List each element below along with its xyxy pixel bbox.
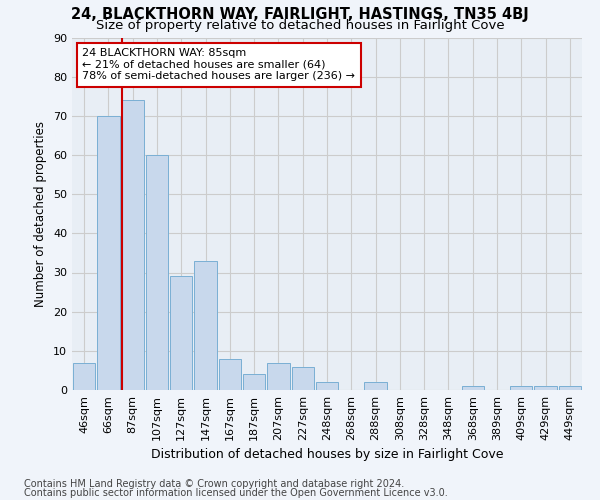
Text: Contains public sector information licensed under the Open Government Licence v3: Contains public sector information licen… (24, 488, 448, 498)
Bar (122, 100, 144, 390)
Text: Contains HM Land Registry data © Crown copyright and database right 2024.: Contains HM Land Registry data © Crown c… (24, 479, 404, 489)
X-axis label: Distribution of detached houses by size in Fairlight Cove: Distribution of detached houses by size … (151, 448, 503, 462)
Bar (97, 116, 119, 390)
Bar (267, 362, 290, 390)
Bar (194, 261, 217, 390)
Bar (170, 276, 193, 390)
Text: 24, BLACKTHORN WAY, FAIRLIGHT, HASTINGS, TN35 4BJ: 24, BLACKTHORN WAY, FAIRLIGHT, HASTINGS,… (71, 8, 529, 22)
Bar (510, 386, 532, 390)
Bar (243, 374, 265, 390)
Bar (146, 155, 168, 390)
Text: 24 BLACKTHORN WAY: 85sqm
← 21% of detached houses are smaller (64)
78% of semi-d: 24 BLACKTHORN WAY: 85sqm ← 21% of detach… (82, 48, 355, 82)
Bar (559, 386, 581, 390)
Bar (535, 386, 557, 390)
Bar (461, 386, 484, 390)
Y-axis label: Number of detached properties: Number of detached properties (34, 120, 47, 306)
Bar (73, 362, 95, 390)
Bar (364, 382, 387, 390)
Bar (316, 382, 338, 390)
Bar (218, 358, 241, 390)
Bar (292, 366, 314, 390)
Text: Size of property relative to detached houses in Fairlight Cove: Size of property relative to detached ho… (95, 18, 505, 32)
